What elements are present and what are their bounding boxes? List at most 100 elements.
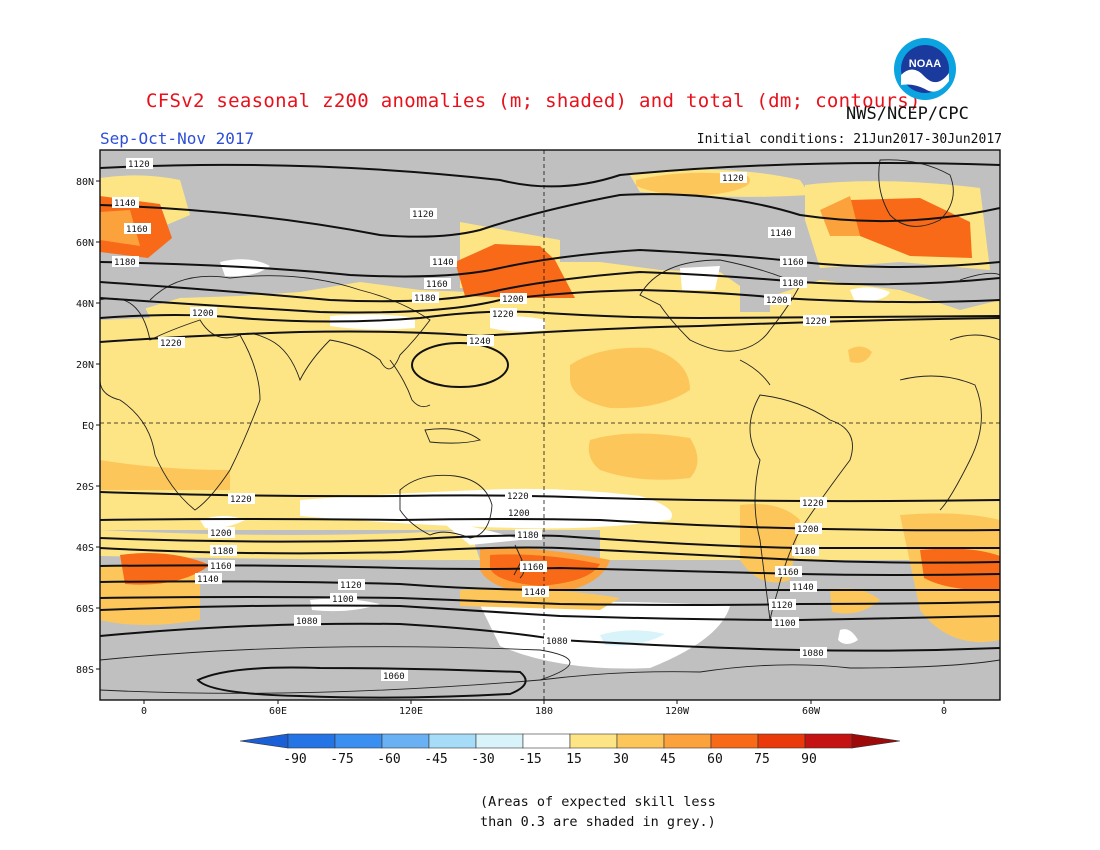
contour-label: 1140	[770, 229, 792, 239]
latitude-axis: 80N 60N 40N 20N EQ 20S 40S 60S 80S	[76, 177, 100, 676]
colorbar-label: 30	[613, 752, 629, 767]
lon-tick-label: 0	[141, 706, 147, 717]
lon-tick-label: 120W	[665, 706, 690, 717]
colorbar-swatch	[334, 733, 383, 749]
lon-tick-label: 120E	[399, 706, 423, 717]
colorbar-arrow-right	[851, 733, 901, 749]
contour-label: 1200	[502, 295, 524, 305]
contour-label: 1220	[492, 310, 514, 320]
contour-label: 1120	[340, 581, 362, 591]
colorbar-swatch	[710, 733, 759, 749]
colorbar-swatch	[428, 733, 477, 749]
shaded-anomaly-field	[100, 150, 1000, 700]
contour-label: 1240	[469, 337, 491, 347]
contour-label: 1220	[802, 499, 824, 509]
longitude-axis: 0 60E 120E 180 120W 60W 0	[141, 700, 947, 717]
colorbar	[239, 733, 901, 749]
colorbar-label: -15	[518, 752, 542, 767]
lon-tick-label: 0	[941, 706, 947, 717]
colorbar-swatch	[616, 733, 665, 749]
contour-label: 1120	[771, 601, 793, 611]
contour-label: 1140	[197, 575, 219, 585]
lat-tick-label: 80N	[76, 177, 94, 188]
colorbar-label: 60	[707, 752, 723, 767]
lon-tick-label: 180	[535, 706, 553, 717]
contour-label: 1160	[522, 563, 544, 573]
skill-note: (Areas of expected skill less than 0.3 a…	[480, 792, 716, 832]
map-title: CFSv2 seasonal z200 anomalies (m; shaded…	[146, 90, 921, 112]
contour-label: 1060	[383, 672, 405, 682]
contour-label: 1160	[126, 225, 148, 235]
colorbar-label: -60	[377, 752, 401, 767]
skill-note-line: (Areas of expected skill less	[480, 794, 716, 810]
contour-label: 1160	[210, 562, 232, 572]
colorbar-swatch	[757, 733, 806, 749]
height-contours	[100, 161, 1000, 699]
contour-label: 1180	[517, 531, 539, 541]
contour-label: 1180	[414, 294, 436, 304]
contour-label: 1080	[296, 617, 318, 627]
contour-label: 1140	[114, 199, 136, 209]
contour-label: 1120	[722, 174, 744, 184]
contour-label: 1140	[432, 258, 454, 268]
contour-label: 1220	[805, 317, 827, 327]
contour-label: 1120	[412, 210, 434, 220]
agency-label: NWS/NCEP/CPC	[846, 104, 969, 124]
contour-label: 1200	[797, 525, 819, 535]
lat-tick-label: 60N	[76, 238, 94, 249]
colorbar-label: 90	[801, 752, 817, 767]
lon-tick-label: 60W	[802, 706, 821, 717]
contour-label: 1080	[546, 637, 568, 647]
contour-label: 1160	[782, 258, 804, 268]
contour-label: 1200	[192, 309, 214, 319]
lat-tick-label: 40N	[76, 299, 94, 310]
colorbar-swatch	[522, 733, 571, 749]
colorbar-swatch	[381, 733, 430, 749]
colorbar-swatch	[663, 733, 712, 749]
contour-label: 1180	[794, 547, 816, 557]
skill-note-line: than 0.3 are shaded in grey.)	[480, 814, 716, 830]
contour-label: 1140	[792, 583, 814, 593]
lon-tick-label: 60E	[269, 706, 287, 717]
season-label: Sep-Oct-Nov 2017	[100, 129, 255, 148]
coastlines	[100, 159, 1000, 694]
colorbar-swatch	[569, 733, 618, 749]
lat-tick-label: EQ	[82, 421, 94, 432]
contour-label: 1160	[777, 568, 799, 578]
contour-label: 1160	[426, 280, 448, 290]
lat-tick-label: 80S	[76, 665, 94, 676]
contour-label: 1140	[524, 588, 546, 598]
colorbar-label: 15	[566, 752, 582, 767]
lat-tick-label: 60S	[76, 604, 94, 615]
colorbar-label: 45	[660, 752, 676, 767]
contour-label: 1200	[766, 296, 788, 306]
contour-label: 1220	[230, 495, 252, 505]
colorbar-label: -45	[424, 752, 448, 767]
contour-label: 1100	[332, 595, 354, 605]
contour-label: 1100	[774, 619, 796, 629]
noaa-logo-icon: NOAA	[894, 38, 956, 100]
colorbar-swatch	[804, 733, 853, 749]
colorbar-arrow-left	[239, 733, 289, 749]
colorbar-label: 75	[754, 752, 770, 767]
contour-label: 1220	[507, 492, 529, 502]
contour-label: 1180	[114, 258, 136, 268]
colorbar-swatch	[287, 733, 336, 749]
contour-label: 1200	[210, 529, 232, 539]
colorbar-label: -30	[471, 752, 495, 767]
colorbar-label: -75	[330, 752, 354, 767]
contour-label: 1180	[782, 279, 804, 289]
lat-tick-label: 20N	[76, 360, 94, 371]
contour-label: 1120	[128, 160, 150, 170]
initial-conditions-label: Initial conditions: 21Jun2017-30Jun2017	[696, 132, 1002, 147]
lat-tick-label: 20S	[76, 482, 94, 493]
contour-label: 1180	[212, 547, 234, 557]
contour-label: 1080	[802, 649, 824, 659]
colorbar-label: -90	[283, 752, 307, 767]
contour-label: 1200	[508, 509, 530, 519]
contour-label: 1220	[160, 339, 182, 349]
colorbar-swatch	[475, 733, 524, 749]
lat-tick-label: 40S	[76, 543, 94, 554]
svg-text:NOAA: NOAA	[909, 58, 941, 70]
